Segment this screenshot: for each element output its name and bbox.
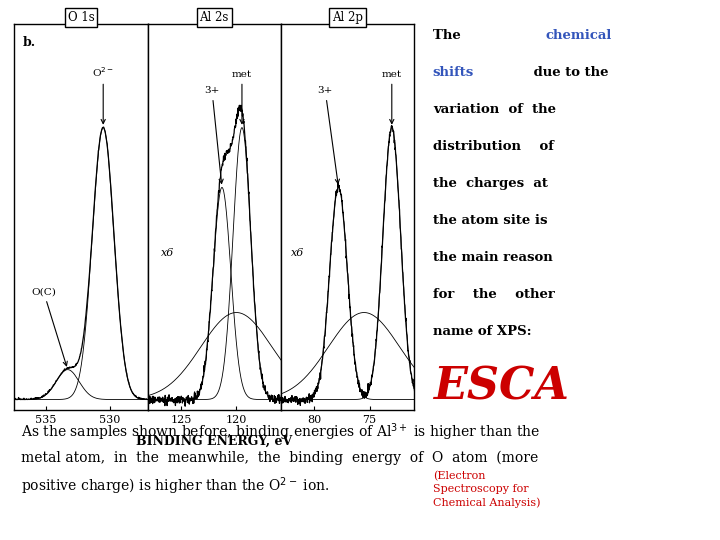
Text: Al 2p: Al 2p (332, 11, 363, 24)
Text: b.: b. (22, 36, 35, 49)
Text: met: met (382, 70, 402, 124)
Text: distribution    of: distribution of (433, 140, 554, 153)
Text: O$^{2-}$: O$^{2-}$ (92, 65, 114, 124)
Text: the main reason: the main reason (433, 251, 553, 264)
Text: As the samples shown before, binding energies of Al$^{3+}$ is higher than the
me: As the samples shown before, binding ene… (22, 422, 541, 497)
Text: O(C): O(C) (31, 287, 67, 366)
Text: variation  of  the: variation of the (433, 103, 556, 116)
Text: name of XPS:: name of XPS: (433, 325, 531, 338)
Text: Al 2s: Al 2s (199, 11, 229, 24)
Text: The: The (433, 29, 479, 42)
Text: the atom site is: the atom site is (433, 214, 547, 227)
Text: O 1s: O 1s (68, 11, 94, 24)
Text: 3+: 3+ (318, 86, 339, 184)
Text: chemical: chemical (545, 29, 611, 42)
Text: x6: x6 (161, 248, 174, 258)
Text: BINDING ENERGY, eV: BINDING ENERGY, eV (136, 435, 292, 448)
Text: shifts: shifts (433, 66, 474, 79)
Text: for    the    other: for the other (433, 288, 554, 301)
Text: x6: x6 (292, 248, 305, 258)
Text: 3+: 3+ (204, 86, 223, 184)
Text: (Electron
Spectroscopy for
Chemical Analysis): (Electron Spectroscopy for Chemical Anal… (433, 471, 541, 508)
Text: due to the: due to the (529, 66, 608, 79)
Text: the  charges  at: the charges at (433, 177, 548, 190)
Text: met: met (232, 70, 252, 124)
Text: ESCA: ESCA (433, 366, 569, 409)
